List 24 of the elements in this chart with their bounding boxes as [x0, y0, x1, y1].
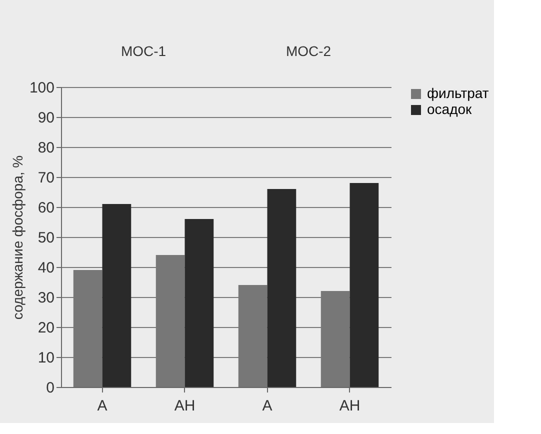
y-tick-label: 80 — [38, 140, 54, 156]
bar — [184, 219, 214, 387]
y-tick-label: 30 — [38, 290, 54, 306]
bar — [102, 204, 132, 387]
x-tick-label: АН — [174, 398, 196, 414]
text: МОС-1 — [120, 43, 166, 59]
legend-label: фильтрат — [427, 85, 490, 101]
y-tick-label: 90 — [38, 110, 54, 126]
y-axis-title: содержание фосфора, % — [9, 155, 26, 320]
y-tick-label: 0 — [46, 380, 54, 396]
y-tick-label: 10 — [38, 350, 54, 366]
x-tick-label: А — [97, 398, 108, 414]
y-tick-label: 60 — [38, 200, 54, 216]
x-tick-label: А — [262, 398, 272, 414]
text: МОС-2 — [286, 43, 332, 59]
bar — [350, 183, 379, 387]
y-tick-label: 50 — [38, 230, 54, 246]
bar — [267, 189, 296, 387]
x-tick-label: АН — [339, 398, 360, 414]
y-tick-label: 20 — [38, 320, 54, 336]
y-tick-label: 70 — [38, 170, 54, 186]
y-tick-label: 40 — [38, 260, 54, 276]
y-tick-label: 100 — [29, 80, 54, 96]
legend-label: осадок — [427, 101, 473, 117]
